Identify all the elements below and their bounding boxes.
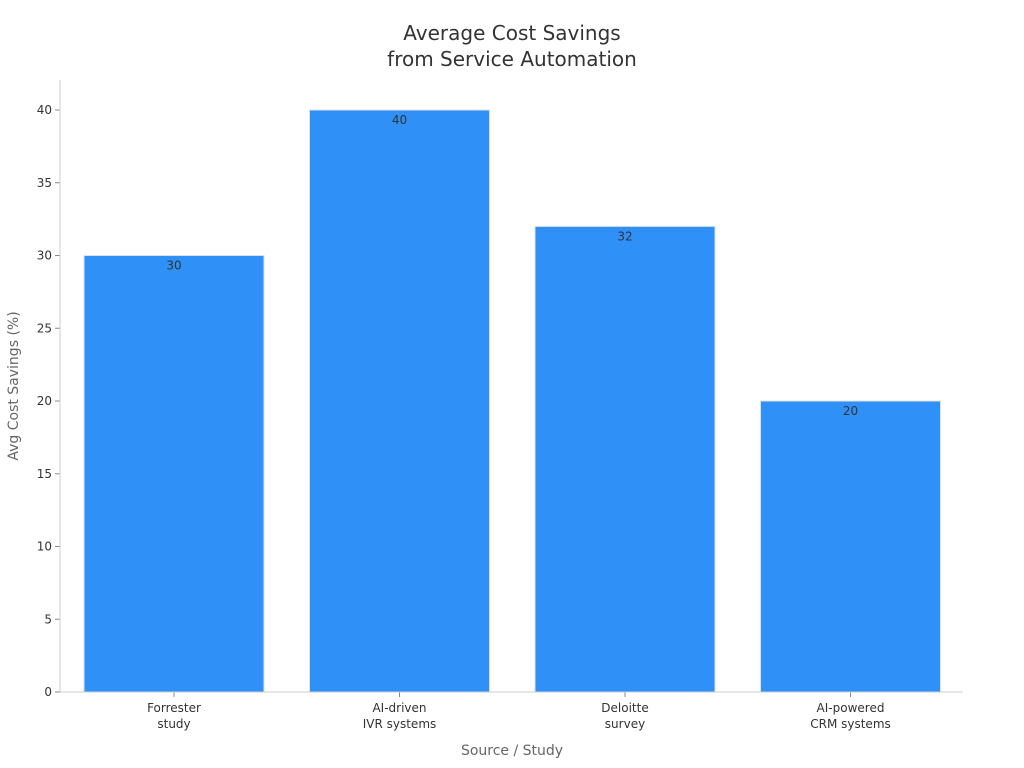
x-axis-label: Source / Study: [461, 743, 563, 759]
x-axis-ticks: Forrester study AI-driven IVR systems Deloit…: [147, 692, 891, 731]
y-tick-label: 5: [44, 612, 52, 626]
x-tick-label: IVR systems: [363, 717, 437, 731]
x-tick-label: AI-powered: [817, 701, 885, 715]
y-tick-label: 0: [44, 685, 52, 699]
y-tick-label: 40: [37, 103, 52, 117]
chart-title-line-2: from Service Automation: [387, 47, 637, 71]
x-tick-label: Forrester: [147, 701, 201, 715]
y-axis-label: Avg Cost Savings (%): [6, 311, 22, 460]
y-tick-label: 35: [37, 176, 52, 190]
data-labels: 30 40 32 20: [166, 113, 858, 418]
bar-value-label: 40: [392, 113, 407, 127]
bar-value-label: 20: [843, 404, 858, 418]
x-tick-label: survey: [605, 717, 645, 731]
y-tick-label: 20: [37, 394, 52, 408]
bar-value-label: 32: [617, 229, 632, 243]
y-axis-ticks: 0 5 10 15 20 25 30 35 40: [37, 103, 60, 699]
bars: [83, 109, 941, 693]
y-tick-label: 15: [37, 467, 52, 481]
y-tick-label: 10: [37, 540, 52, 554]
bar: [83, 255, 265, 693]
y-tick-label: 30: [37, 249, 52, 263]
bar: [534, 225, 716, 693]
y-tick-label: 25: [37, 321, 52, 335]
chart-title: Average Cost Savings from Service Automa…: [387, 21, 637, 71]
x-tick-label: study: [157, 717, 190, 731]
x-tick-label: Deloitte: [601, 701, 648, 715]
x-tick-label: CRM systems: [810, 717, 891, 731]
bar: [760, 400, 941, 693]
bar-value-label: 30: [166, 259, 181, 273]
x-tick-label: AI-driven: [372, 701, 426, 715]
chart-title-line-1: Average Cost Savings: [403, 21, 620, 45]
bar: [309, 109, 490, 693]
